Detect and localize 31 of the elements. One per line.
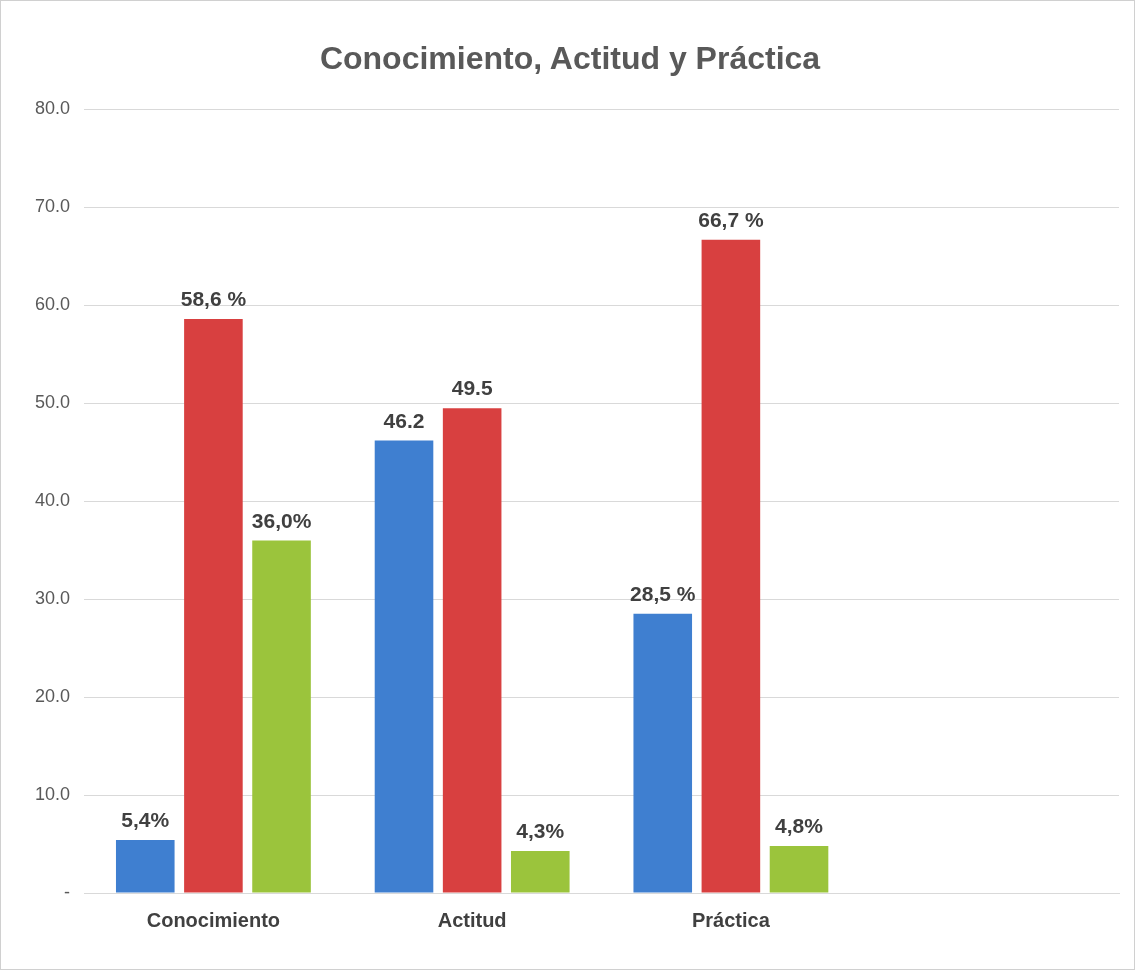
y-tick-label: 80.0: [34, 98, 71, 119]
x-tick-label: Actitud: [437, 908, 507, 931]
bar: [115, 840, 175, 893]
y-tick-label: 40.0: [34, 490, 71, 511]
data-label: 58,6 %: [180, 287, 247, 311]
y-tick-label: 30.0: [34, 588, 71, 609]
data-label: 4,8%: [775, 814, 824, 838]
bar: [184, 319, 243, 893]
data-label: 49.5: [451, 376, 493, 400]
x-tick-label: Conocimiento: [146, 908, 281, 931]
y-tick-label: 50.0: [34, 392, 71, 413]
y-tick-label: 20.0: [34, 686, 71, 707]
x-tick-label: Práctica: [691, 908, 771, 931]
data-label: 5,4%: [121, 808, 170, 832]
chart-title: Conocimiento, Actitud y Práctica: [319, 40, 821, 77]
bar: [510, 850, 570, 893]
bar: [701, 239, 761, 893]
y-tick-label: -: [64, 881, 71, 902]
bar: [252, 540, 311, 893]
y-tick-label: 70.0: [34, 196, 71, 217]
y-tick-label: 10.0: [34, 784, 71, 805]
data-label: 46.2: [383, 408, 425, 432]
bar: [633, 613, 693, 893]
bar: [374, 440, 434, 893]
data-label: 36,0%: [251, 508, 312, 532]
data-label: 28,5 %: [630, 582, 696, 606]
bar: [769, 845, 829, 893]
bar: [442, 408, 502, 893]
data-label: 4,3%: [516, 819, 565, 843]
y-tick-label: 60.0: [34, 294, 71, 315]
data-label: 66,7 %: [698, 207, 764, 231]
